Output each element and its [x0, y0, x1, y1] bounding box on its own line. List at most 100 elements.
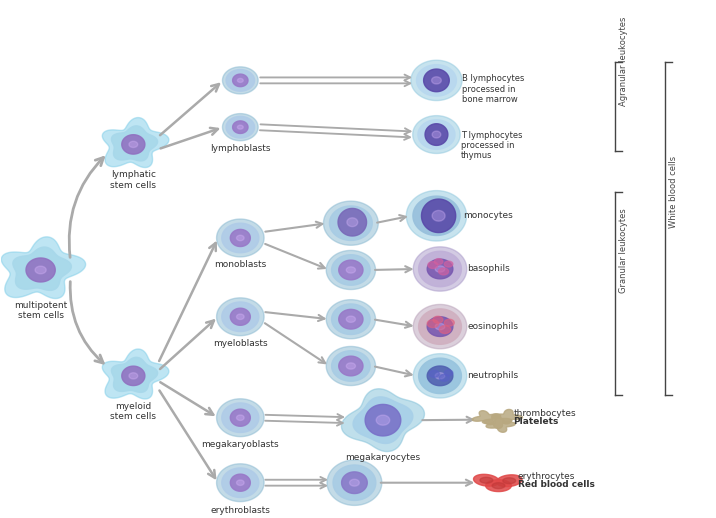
Polygon shape: [231, 308, 251, 325]
Polygon shape: [445, 370, 453, 376]
Text: Granular leukocytes: Granular leukocytes: [619, 209, 628, 293]
Text: megakaryocytes: megakaryocytes: [345, 453, 420, 463]
Polygon shape: [226, 69, 255, 91]
Text: lymphoblasts: lymphoblasts: [210, 145, 271, 153]
Polygon shape: [231, 474, 251, 491]
Polygon shape: [326, 347, 375, 385]
Polygon shape: [376, 415, 390, 425]
Polygon shape: [406, 191, 467, 241]
Text: myeloid
stem cells: myeloid stem cells: [110, 402, 156, 421]
Polygon shape: [473, 474, 499, 486]
Polygon shape: [236, 480, 244, 485]
Polygon shape: [342, 389, 425, 452]
Polygon shape: [413, 305, 467, 349]
Polygon shape: [329, 206, 372, 240]
Polygon shape: [327, 460, 382, 506]
Polygon shape: [236, 415, 244, 421]
Polygon shape: [222, 302, 259, 332]
Polygon shape: [480, 477, 493, 483]
Polygon shape: [427, 366, 453, 386]
Polygon shape: [347, 363, 355, 369]
Polygon shape: [430, 370, 440, 377]
Polygon shape: [435, 323, 445, 330]
Polygon shape: [353, 397, 413, 443]
Polygon shape: [222, 468, 259, 497]
Polygon shape: [216, 399, 264, 437]
Polygon shape: [236, 235, 244, 241]
Polygon shape: [496, 475, 522, 486]
Text: thrombocytes: thrombocytes: [513, 409, 576, 418]
Polygon shape: [483, 414, 512, 428]
Text: Platelets: Platelets: [513, 416, 559, 426]
Polygon shape: [216, 219, 264, 257]
Polygon shape: [26, 258, 55, 282]
Text: Red blood cells: Red blood cells: [518, 480, 594, 488]
Polygon shape: [238, 78, 243, 82]
Polygon shape: [332, 255, 370, 285]
Text: myeloblasts: myeloblasts: [213, 339, 268, 348]
Text: eosinophils: eosinophils: [467, 322, 518, 331]
Polygon shape: [349, 479, 359, 486]
Polygon shape: [347, 218, 358, 226]
Polygon shape: [338, 208, 367, 236]
Polygon shape: [418, 120, 455, 149]
Polygon shape: [231, 229, 251, 247]
Polygon shape: [433, 316, 443, 323]
Polygon shape: [347, 267, 355, 273]
Text: basophils: basophils: [467, 265, 510, 274]
Polygon shape: [432, 210, 445, 221]
Polygon shape: [223, 67, 258, 94]
Polygon shape: [427, 320, 439, 327]
Polygon shape: [326, 250, 375, 290]
Polygon shape: [492, 483, 505, 488]
Polygon shape: [216, 298, 264, 336]
Polygon shape: [223, 113, 258, 141]
Polygon shape: [222, 403, 259, 433]
Polygon shape: [112, 126, 158, 161]
Polygon shape: [440, 375, 450, 381]
Polygon shape: [222, 223, 259, 253]
Text: multipotent
stem cells: multipotent stem cells: [14, 301, 67, 321]
Polygon shape: [339, 356, 363, 376]
Polygon shape: [102, 349, 169, 399]
Polygon shape: [332, 304, 370, 335]
Polygon shape: [347, 316, 355, 322]
Text: T lymphocytes
processed in
thymus: T lymphocytes processed in thymus: [460, 131, 522, 161]
Polygon shape: [432, 131, 441, 138]
Text: erythrocytes: erythrocytes: [518, 472, 575, 481]
Polygon shape: [233, 74, 248, 87]
Polygon shape: [428, 262, 438, 268]
Polygon shape: [413, 354, 467, 398]
Polygon shape: [486, 418, 516, 433]
Text: megakaryoblasts: megakaryoblasts: [201, 440, 279, 449]
Polygon shape: [231, 409, 251, 426]
Polygon shape: [435, 266, 445, 272]
Polygon shape: [339, 260, 363, 280]
Text: monoblasts: monoblasts: [214, 260, 266, 269]
Polygon shape: [112, 357, 158, 392]
Polygon shape: [365, 405, 401, 436]
Polygon shape: [485, 480, 511, 492]
Polygon shape: [35, 266, 46, 274]
Polygon shape: [233, 121, 248, 134]
Polygon shape: [226, 117, 255, 138]
Polygon shape: [435, 258, 443, 265]
Text: White blood cells: White blood cells: [669, 156, 678, 228]
Polygon shape: [445, 319, 454, 326]
Polygon shape: [439, 268, 449, 275]
Text: monocytes: monocytes: [463, 211, 513, 220]
Polygon shape: [445, 261, 453, 267]
Polygon shape: [122, 366, 145, 385]
Polygon shape: [427, 259, 453, 279]
Polygon shape: [413, 196, 460, 236]
Polygon shape: [216, 464, 264, 501]
Polygon shape: [412, 116, 460, 153]
Text: lymphatic
stem cells: lymphatic stem cells: [110, 170, 156, 190]
Polygon shape: [425, 124, 448, 146]
Polygon shape: [417, 65, 456, 96]
Polygon shape: [432, 77, 441, 84]
Polygon shape: [440, 326, 450, 334]
Polygon shape: [411, 60, 462, 100]
Polygon shape: [493, 409, 523, 424]
Polygon shape: [332, 351, 370, 381]
